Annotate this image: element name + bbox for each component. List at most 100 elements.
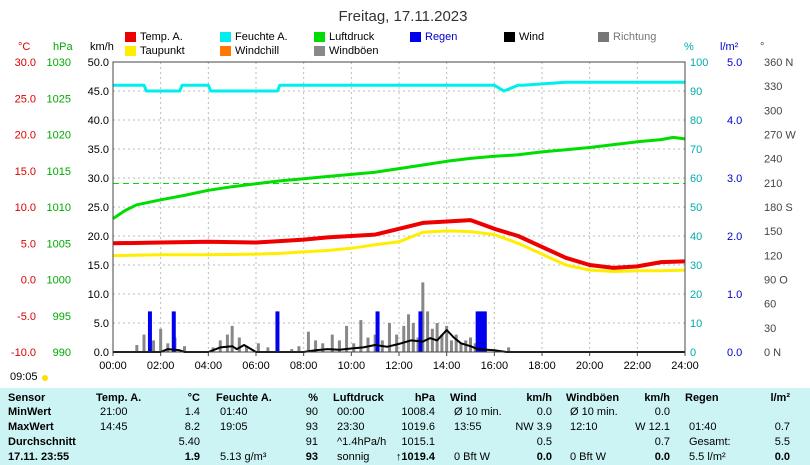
direction-tick-label: 360 N (764, 57, 793, 69)
legend-label: Temp. A. (140, 31, 183, 43)
direction-tick-label: 300 (764, 105, 782, 117)
gust-bar (337, 340, 341, 352)
rain-tick-label: 5.0 (727, 57, 742, 69)
stats-cell-value: 0.0 (536, 451, 552, 463)
humidity-tick-label: 60 (690, 173, 702, 185)
pressure-tick-label: 1030 (47, 57, 71, 69)
rain-bar (479, 311, 484, 352)
stats-header-unit: l/m² (770, 392, 790, 404)
stats-row-label: 17.11. 23:55 (8, 451, 70, 463)
legend-swatch (125, 32, 136, 42)
gust-bar (459, 343, 463, 352)
gust-bar (345, 325, 349, 352)
rain-tick-label: 1.0 (727, 289, 742, 301)
stats-header: Sensor (8, 392, 46, 404)
legend-swatch (220, 32, 231, 42)
legend-item: Richtung (598, 31, 656, 43)
x-tick-label: 22:00 (624, 360, 652, 372)
sunrise-label: 09:05 (10, 371, 38, 383)
gust-bar (230, 325, 234, 352)
direction-tick-label: 90 O (764, 275, 788, 287)
gust-bar (359, 320, 363, 352)
direction-tick-label: 270 W (764, 130, 796, 142)
pressure-unit-label: hPa (53, 41, 73, 53)
stats-cell-value: 0.7 (774, 421, 790, 433)
stats-cell-value: 1008.4 (401, 406, 435, 418)
gust-bar (407, 314, 411, 352)
gust-bar (321, 343, 325, 352)
humidity-tick-label: 10 (690, 318, 702, 330)
pressure-tick-label: 1010 (47, 202, 71, 214)
legend-item: Temp. A. (125, 31, 183, 43)
temp-tick-label: -10.0 (11, 347, 36, 359)
legend-swatch (504, 32, 515, 42)
gust-bar (402, 325, 406, 352)
stats-cell-value: 1015.1 (401, 436, 435, 448)
stats-cell-label: Ø 10 min. (454, 406, 502, 418)
humidity-tick-label: 30 (690, 260, 702, 272)
legend-item: Regen (410, 31, 457, 43)
gust-bar (366, 337, 370, 352)
x-tick-label: 18:00 (528, 360, 556, 372)
stats-cell-value: 5.5 (774, 436, 790, 448)
gust-bar (297, 346, 301, 352)
gust-bar (426, 311, 430, 352)
x-tick-label: 10:00 (338, 360, 366, 372)
gust-bar (290, 349, 294, 352)
x-tick-label: 06:00 (242, 360, 270, 372)
stats-cell-value: 0.0 (654, 451, 670, 463)
stats-cell-label: 19:05 (220, 421, 248, 433)
stats-cell-label: 5.13 g/m³ (220, 451, 267, 463)
legend-item: Windchill (220, 45, 279, 57)
legend-label: Windchill (235, 45, 280, 57)
wind-tick-label: 50.0 (88, 57, 109, 69)
humidity-tick-label: 90 (690, 86, 702, 98)
gust-bar (440, 334, 444, 352)
stats-cell-label: 14:45 (100, 421, 128, 433)
direction-tick-label: 240 (764, 154, 782, 166)
gust-bar (306, 331, 310, 352)
stats-cell-value: 93 (305, 451, 318, 463)
humidity-tick-label: 80 (690, 115, 702, 127)
gust-bar (454, 334, 458, 352)
pressure-tick-label: 1015 (47, 166, 71, 178)
pressure-tick-label: 990 (53, 347, 71, 359)
stats-cell-value: 0.7 (654, 436, 670, 448)
pressure-tick-label: 1000 (47, 275, 71, 287)
pressure-line (112, 135, 686, 220)
temp-tick-label: 30.0 (15, 57, 36, 69)
x-tick-label: 24:00 (671, 360, 699, 372)
legend-swatch (598, 32, 609, 42)
stats-header-unit: °C (187, 392, 200, 404)
direction-tick-label: 210 (764, 178, 782, 190)
x-tick-label: 00:00 (99, 360, 127, 372)
humidity-tick-label: 40 (690, 231, 702, 243)
gust-bar (142, 334, 146, 352)
chart-title: Freitag, 17.11.2023 (339, 8, 468, 25)
gust-bar (430, 328, 434, 352)
wind-tick-label: 35.0 (88, 144, 109, 156)
gust-bar (445, 325, 449, 352)
rain-bar (418, 311, 423, 352)
stats-cell-label: 21:00 (100, 406, 128, 418)
stats-cell-value: 1019.6 (401, 421, 435, 433)
direction-tick-label: 0 N (764, 347, 781, 359)
rain-bar (475, 311, 480, 352)
lines (112, 80, 686, 353)
rain-unit-label: l/m² (720, 41, 739, 53)
stats-cell-value: 8.2 (184, 421, 200, 433)
legend-label: Luftdruck (329, 31, 375, 43)
gust-bar (183, 346, 186, 352)
temp-unit-label: °C (18, 41, 30, 53)
stats-cell-label: 5.5 l/m² (689, 451, 726, 463)
gust-bar (395, 334, 399, 352)
legend-swatch (314, 32, 325, 42)
humidity-tick-label: 70 (690, 144, 702, 156)
stats-cell-label: 01:40 (689, 421, 717, 433)
stats-cell-label: 0 Bft W (570, 451, 607, 463)
gust-bar (421, 282, 425, 352)
direction-unit-label: ° (760, 41, 764, 53)
stats-cell-value: 0.5 (536, 436, 552, 448)
stats-cell-value: 0.0 (654, 406, 670, 418)
direction-tick-label: 180 S (764, 202, 793, 214)
